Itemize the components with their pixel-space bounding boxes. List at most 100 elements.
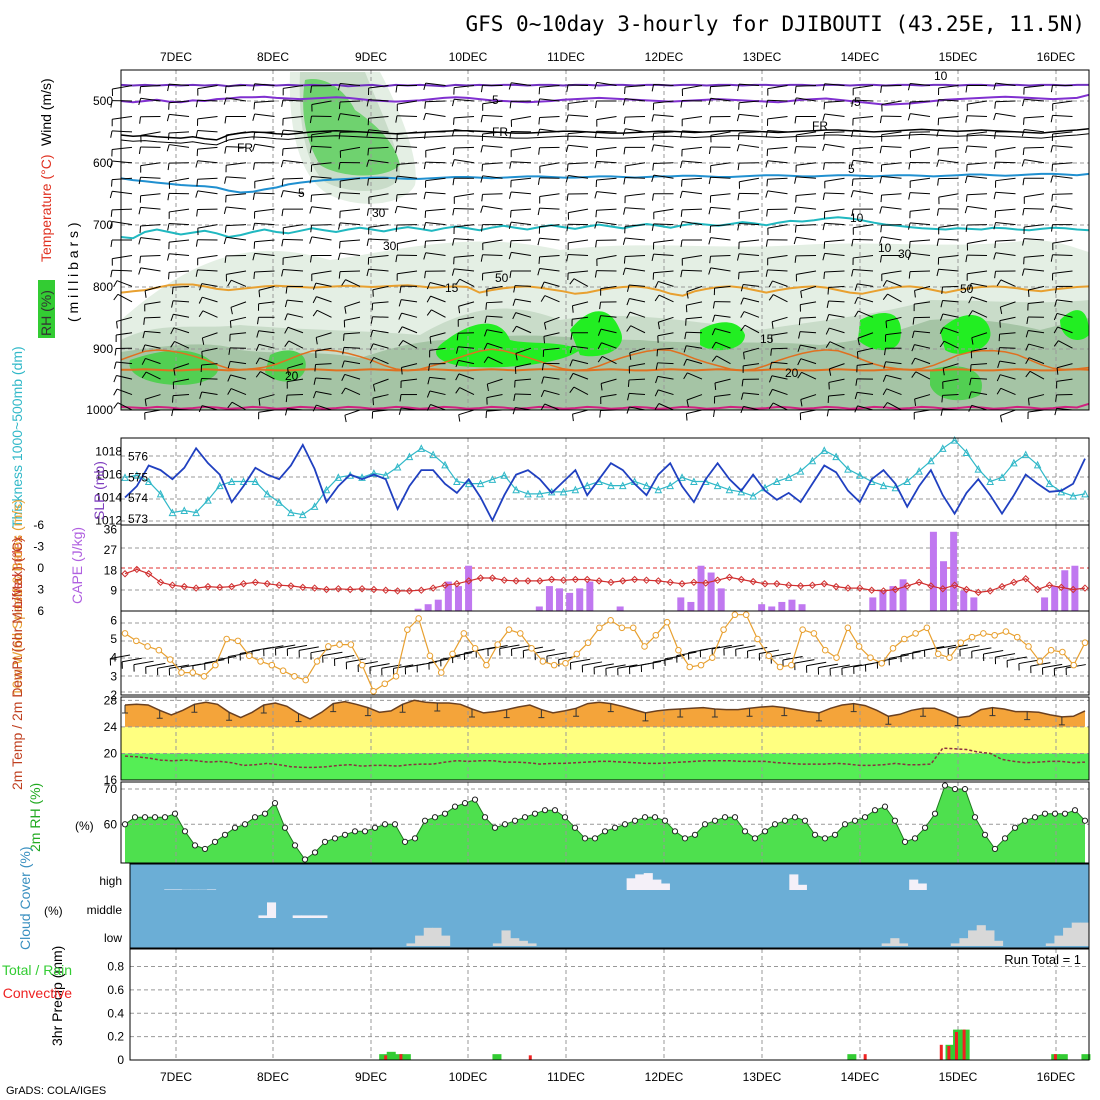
- thickness-point: [429, 450, 437, 459]
- wind10m-barb: [452, 652, 473, 657]
- wind-barb: [140, 176, 161, 179]
- wind-barb: [568, 144, 589, 148]
- wind-barb-feather: [143, 317, 146, 325]
- wind-barb: [486, 301, 503, 304]
- wind10m-point: [584, 639, 592, 647]
- wind-barb: [1057, 326, 1073, 334]
- wind-barb: [914, 285, 931, 292]
- wind-barb-feather: [309, 116, 312, 124]
- wind-barb-feather: [911, 330, 915, 338]
- cloud-high-bar: [652, 879, 662, 890]
- wind-barb-feather: [965, 85, 968, 93]
- wind-barb: [311, 162, 332, 166]
- precip-convective-bar: [399, 1054, 403, 1060]
- wind-barb-feather: [652, 193, 654, 201]
- wind-barb: [226, 131, 247, 136]
- wind-barb: [625, 85, 646, 88]
- wind-barb-feather: [740, 284, 744, 292]
- temp-band-green: [121, 753, 1089, 780]
- wind-barb: [967, 205, 988, 210]
- wind-barb: [226, 270, 247, 275]
- cape-bar: [677, 597, 685, 611]
- wind-barb-feather: [170, 314, 174, 322]
- wind-barb: [710, 193, 731, 197]
- wind10m-barb: [900, 651, 921, 656]
- wind-barb: [482, 254, 503, 256]
- temp2m-lines: [122, 699, 1086, 769]
- contour-label: FR: [492, 125, 508, 139]
- wind10m-barb: [169, 664, 190, 669]
- wind-barb: [311, 224, 332, 226]
- thickness-point: [1057, 487, 1066, 496]
- wind-barb: [511, 146, 532, 151]
- cape-bar: [545, 586, 553, 611]
- wind10m-point: [1081, 639, 1089, 647]
- temp2m-label: 2m Temp / 2m DewPt (6hr Min/Max) (°C): [9, 537, 25, 790]
- wind-barb-feather: [451, 99, 455, 107]
- wind-barb: [544, 295, 560, 303]
- wind-barb-feather: [426, 295, 431, 303]
- wind-barb: [938, 99, 959, 102]
- wind10m-point: [889, 645, 897, 652]
- wind-barb: [1000, 279, 1016, 287]
- wind-barb-feather: [508, 82, 512, 90]
- wind-barb-feather: [937, 148, 940, 156]
- tick-label: 573: [128, 512, 148, 526]
- wind-barb-feather: [113, 294, 119, 301]
- wind-barb: [197, 85, 218, 90]
- wind10m-point: [132, 637, 140, 645]
- wind-barb: [801, 371, 817, 380]
- wind-barb-feather: [509, 270, 512, 278]
- rh2m-point: [281, 824, 289, 831]
- wind-barb: [259, 357, 275, 365]
- wind-barb-feather: [173, 368, 176, 376]
- wind-barb-feather: [999, 306, 1003, 315]
- wind-barb: [857, 347, 874, 353]
- wind10m-point: [1036, 658, 1044, 665]
- wind-barb-feather: [540, 403, 546, 411]
- temp-errorbar: [642, 712, 649, 722]
- wind-barb-feather: [823, 132, 826, 140]
- wind-barb-feather: [880, 255, 882, 263]
- wind10m-barb: [582, 661, 603, 666]
- wind10m-speed-line: [121, 611, 1089, 695]
- wind-barb: [282, 238, 304, 241]
- wind-barb: [572, 372, 589, 380]
- temp-errorbar: [1058, 716, 1065, 726]
- wind-barb: [710, 255, 731, 257]
- wind-barb-feather: [452, 208, 455, 216]
- tick-label: 6: [37, 604, 44, 618]
- tick-label: 3: [37, 583, 44, 597]
- wind-barb-feather: [828, 368, 832, 376]
- lifted-index-point: [654, 577, 663, 585]
- contour-label: 30: [383, 239, 397, 253]
- thickness-point: [370, 469, 378, 477]
- bottom-date-label: 11DEC: [547, 1070, 585, 1084]
- rh2m-point: [521, 814, 529, 821]
- wind-barb-feather: [110, 270, 113, 278]
- wind-barb-feather: [565, 175, 569, 183]
- wind-barb-feather: [994, 131, 996, 139]
- wind-barb-feather: [484, 329, 488, 337]
- wind-barb: [340, 222, 361, 226]
- wind-barb: [514, 393, 532, 396]
- wind-barb-feather: [854, 392, 858, 400]
- rh2m-point: [651, 814, 659, 821]
- wind-barb: [629, 311, 646, 318]
- cloud-unit: (%): [44, 904, 63, 918]
- wind-barb-feather: [594, 131, 598, 139]
- wind-barb-feather: [341, 387, 346, 395]
- wind-barb-feather: [423, 162, 427, 170]
- wind10m-point: [212, 661, 219, 669]
- wind-barb-feather: [424, 131, 426, 139]
- wind10m-barb: [1018, 659, 1039, 665]
- thickness-point: [1033, 460, 1042, 469]
- temp-errorbar: [330, 703, 337, 713]
- wind-barb-feather: [113, 402, 119, 409]
- wind-barb: [828, 314, 845, 318]
- wind-barb: [910, 146, 931, 152]
- wind-barb-feather: [1022, 147, 1025, 156]
- wind-barb-feather: [743, 352, 745, 360]
- wind-barb: [601, 342, 617, 349]
- wind-barb-feather: [537, 238, 541, 246]
